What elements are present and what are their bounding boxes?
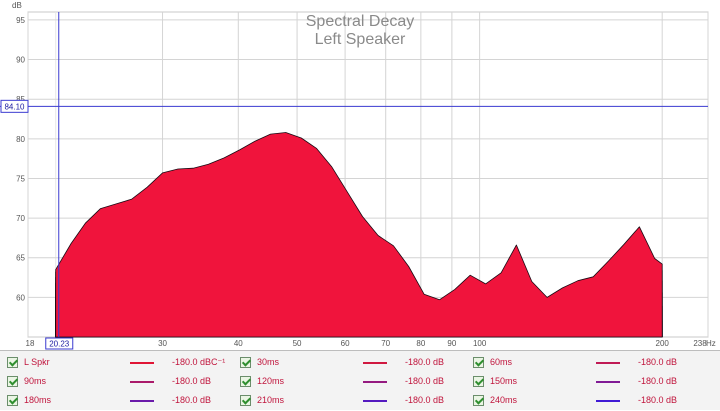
legend-label: 210ms bbox=[257, 395, 285, 405]
x-tick-label: 238 bbox=[693, 339, 707, 348]
y-tick-label: 90 bbox=[16, 56, 25, 65]
x-tick-label: 40 bbox=[234, 339, 243, 348]
legend-label: 30ms bbox=[257, 357, 280, 367]
legend-swatch bbox=[363, 400, 387, 402]
x-tick-label: 90 bbox=[447, 339, 456, 348]
legend-row: L Spkr -180.0 dBC⁻¹ 30ms -180.0 dB 60ms … bbox=[0, 354, 720, 373]
x-tick-label: 50 bbox=[293, 339, 302, 348]
legend-label: 90ms bbox=[24, 376, 47, 386]
legend-item-150ms[interactable]: 150ms -180.0 dB bbox=[466, 373, 699, 392]
legend-item-30ms[interactable]: 30ms -180.0 dB bbox=[233, 354, 466, 373]
y-tick-label: 75 bbox=[16, 174, 25, 183]
visibility-checkbox[interactable] bbox=[240, 395, 251, 406]
chart-subtitle: Left Speaker bbox=[315, 31, 406, 48]
y-unit-label: dB bbox=[12, 1, 22, 10]
visibility-checkbox[interactable] bbox=[240, 376, 251, 387]
spectral-decay-plot[interactable]: 18 30 40 50 60 70 80 90 100 200 238 60 65 70 75 80 85 90 9… bbox=[0, 0, 720, 350]
y-tick-label: 60 bbox=[16, 293, 25, 302]
cursor-y-box bbox=[0, 99, 29, 113]
legend-swatch bbox=[596, 400, 620, 402]
x-tick-label: 80 bbox=[416, 339, 425, 348]
legend-swatch bbox=[130, 362, 154, 364]
x-tick-label: 100 bbox=[473, 339, 487, 348]
visibility-checkbox[interactable] bbox=[240, 357, 251, 368]
visibility-checkbox[interactable] bbox=[7, 376, 18, 387]
legend-label: L Spkr bbox=[24, 357, 50, 367]
legend-swatch bbox=[596, 381, 620, 383]
legend-row: 90ms -180.0 dB 120ms -180.0 dB 150ms -18… bbox=[0, 373, 720, 392]
legend-label: 180ms bbox=[24, 395, 52, 405]
legend-label: 120ms bbox=[257, 376, 285, 386]
legend-value: -180.0 dB bbox=[405, 376, 445, 386]
y-tick-label: 65 bbox=[16, 254, 25, 263]
x-tick-label: 18 bbox=[26, 339, 35, 348]
legend-value: -180.0 dB bbox=[405, 357, 445, 367]
legend-item-120ms[interactable]: 120ms -180.0 dB bbox=[233, 373, 466, 392]
cursor-y-readout: 84.10 bbox=[4, 102, 25, 111]
legend-value: -180.0 dB bbox=[172, 395, 212, 405]
x-tick-label: 200 bbox=[656, 339, 670, 348]
x-tick-label: 70 bbox=[381, 339, 390, 348]
cursor[interactable]: 84.10 20.23 bbox=[0, 12, 708, 350]
axes: 18 30 40 50 60 70 80 90 100 200 238 60 65 70 75 80 85 90 9… bbox=[16, 16, 707, 348]
legend-swatch bbox=[363, 362, 387, 364]
visibility-checkbox[interactable] bbox=[7, 395, 18, 406]
legend-value: -180.0 dB bbox=[172, 376, 212, 386]
visibility-checkbox[interactable] bbox=[473, 357, 484, 368]
legend-row: 180ms -180.0 dB 210ms -180.0 dB 240ms -1… bbox=[0, 392, 720, 411]
y-tick-label: 70 bbox=[16, 214, 25, 223]
legend-value: -180.0 dBC⁻¹ bbox=[172, 357, 226, 367]
y-tick-label: 80 bbox=[16, 135, 25, 144]
legend-item-180ms[interactable]: 180ms -180.0 dB bbox=[0, 392, 233, 411]
decay-areas bbox=[55, 132, 663, 338]
legend-swatch bbox=[130, 381, 154, 383]
visibility-checkbox[interactable] bbox=[7, 357, 18, 368]
legend-value: -180.0 dB bbox=[638, 357, 678, 367]
legend-item-l-spkr[interactable]: L Spkr -180.0 dBC⁻¹ bbox=[0, 354, 233, 373]
x-unit-label: Hz bbox=[706, 339, 716, 348]
y-tick-label: 95 bbox=[16, 16, 25, 25]
legend-item-90ms[interactable]: 90ms -180.0 dB bbox=[0, 373, 233, 392]
legend-swatch bbox=[130, 400, 154, 402]
cursor-x-readout: 20.23 bbox=[49, 340, 70, 349]
legend-panel: L Spkr -180.0 dBC⁻¹ 30ms -180.0 dB 60ms … bbox=[0, 350, 720, 410]
legend-item-210ms[interactable]: 210ms -180.0 dB bbox=[233, 392, 466, 411]
cursor-x-box bbox=[45, 337, 74, 350]
chart-title: Spectral Decay bbox=[306, 13, 415, 30]
legend-swatch bbox=[363, 381, 387, 383]
legend-item-60ms[interactable]: 60ms -180.0 dB bbox=[466, 354, 699, 373]
y-tick-label: 85 bbox=[16, 95, 25, 104]
legend-value: -180.0 dB bbox=[638, 395, 678, 405]
legend-label: 150ms bbox=[490, 376, 518, 386]
x-tick-label: 60 bbox=[341, 339, 350, 348]
legend-value: -180.0 dB bbox=[638, 376, 678, 386]
legend-label: 60ms bbox=[490, 357, 513, 367]
legend-swatch bbox=[596, 362, 620, 364]
decay-slice-l-spkr bbox=[55, 132, 663, 338]
legend-value: -180.0 dB bbox=[405, 395, 445, 405]
legend-item-240ms[interactable]: 240ms -180.0 dB bbox=[466, 392, 699, 411]
x-tick-label: 30 bbox=[158, 339, 167, 348]
visibility-checkbox[interactable] bbox=[473, 376, 484, 387]
visibility-checkbox[interactable] bbox=[473, 395, 484, 406]
legend-label: 240ms bbox=[490, 395, 518, 405]
